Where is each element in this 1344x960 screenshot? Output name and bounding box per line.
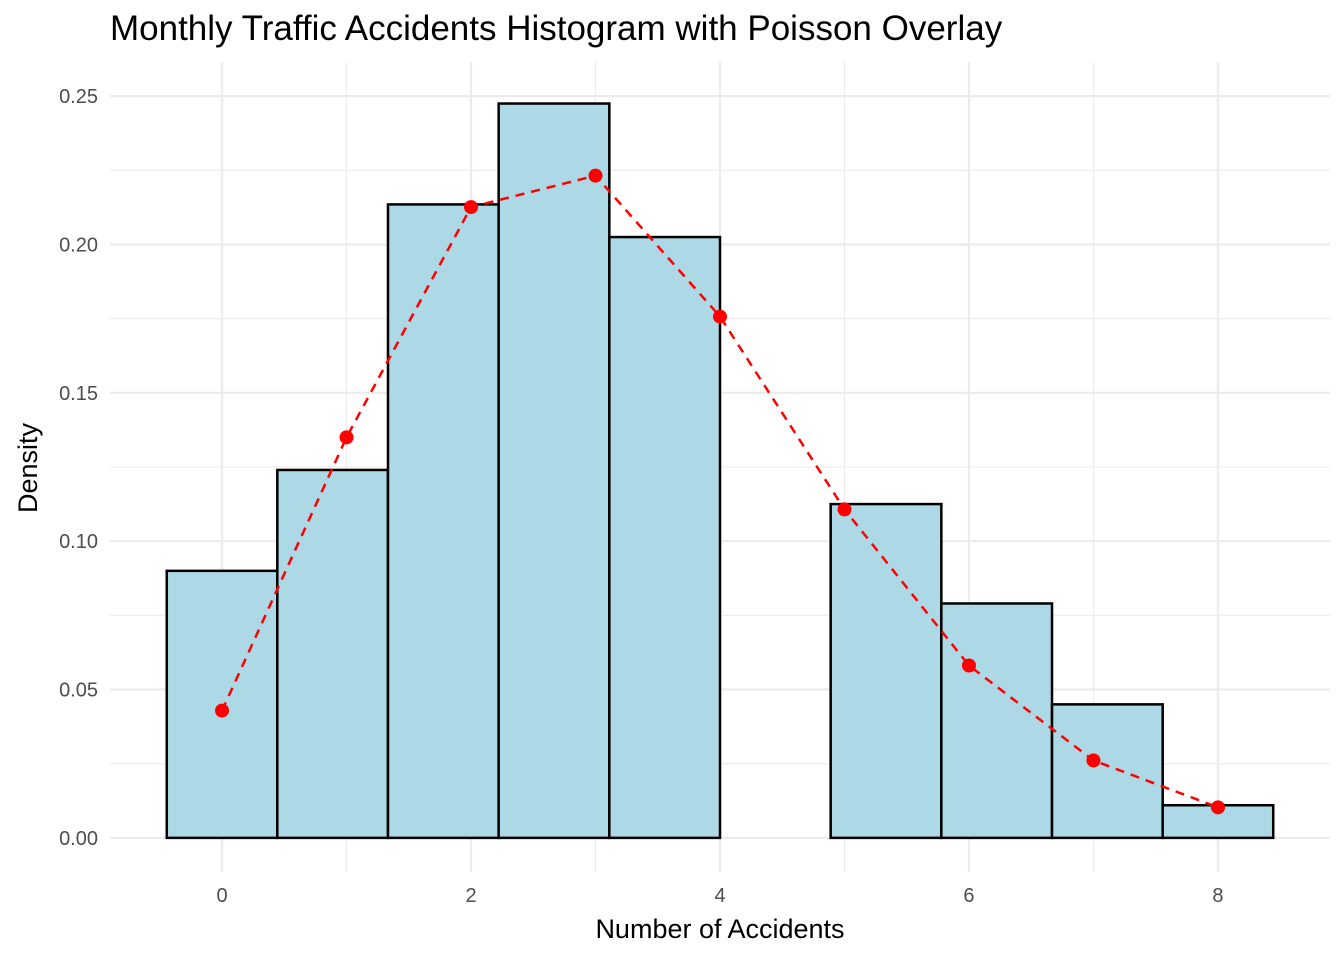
histogram-bar-7	[940, 602, 1054, 840]
histogram-bar-4	[608, 235, 722, 840]
y-tick-label: 0.05	[59, 680, 98, 702]
poisson-point-7	[1086, 753, 1101, 768]
poisson-point-6	[961, 658, 976, 673]
y-tick-label: 0.25	[59, 86, 98, 108]
histogram-bar-2	[386, 203, 500, 840]
x-tick-label: 0	[216, 885, 227, 907]
histogram-bar-8	[1050, 703, 1164, 840]
x-tick-label: 6	[963, 885, 974, 907]
poisson-point-8	[1210, 800, 1225, 815]
x-tick-label: 4	[714, 885, 725, 907]
poisson-point-3	[588, 168, 603, 183]
poisson-point-2	[464, 200, 479, 215]
x-tick-label: 2	[465, 885, 476, 907]
y-tick-label: 0.10	[59, 531, 98, 553]
y-tick-label: 0.15	[59, 383, 98, 405]
y-tick-label: 0.20	[59, 234, 98, 256]
poisson-point-5	[837, 502, 852, 517]
x-tick-label: 8	[1212, 885, 1223, 907]
histogram-bar-3	[497, 102, 611, 840]
poisson-line	[220, 174, 1219, 809]
histogram-bar-1	[276, 468, 390, 840]
chart-title: Monthly Traffic Accidents Histogram with…	[110, 9, 1003, 48]
x-axis-title: Number of Accidents	[595, 914, 844, 944]
poisson-point-0	[215, 703, 230, 718]
histogram-bar-6	[829, 502, 943, 840]
tick-labels: 0.00 0.05 0.10 0.15 0.20 0.25 0 2 4 6 8	[59, 86, 1223, 907]
y-axis-title: Density	[13, 422, 43, 513]
poisson-point-1	[339, 430, 354, 445]
y-tick-label: 0.00	[59, 828, 98, 850]
poisson-point-4	[713, 309, 727, 324]
poisson-overlay	[215, 168, 1225, 815]
